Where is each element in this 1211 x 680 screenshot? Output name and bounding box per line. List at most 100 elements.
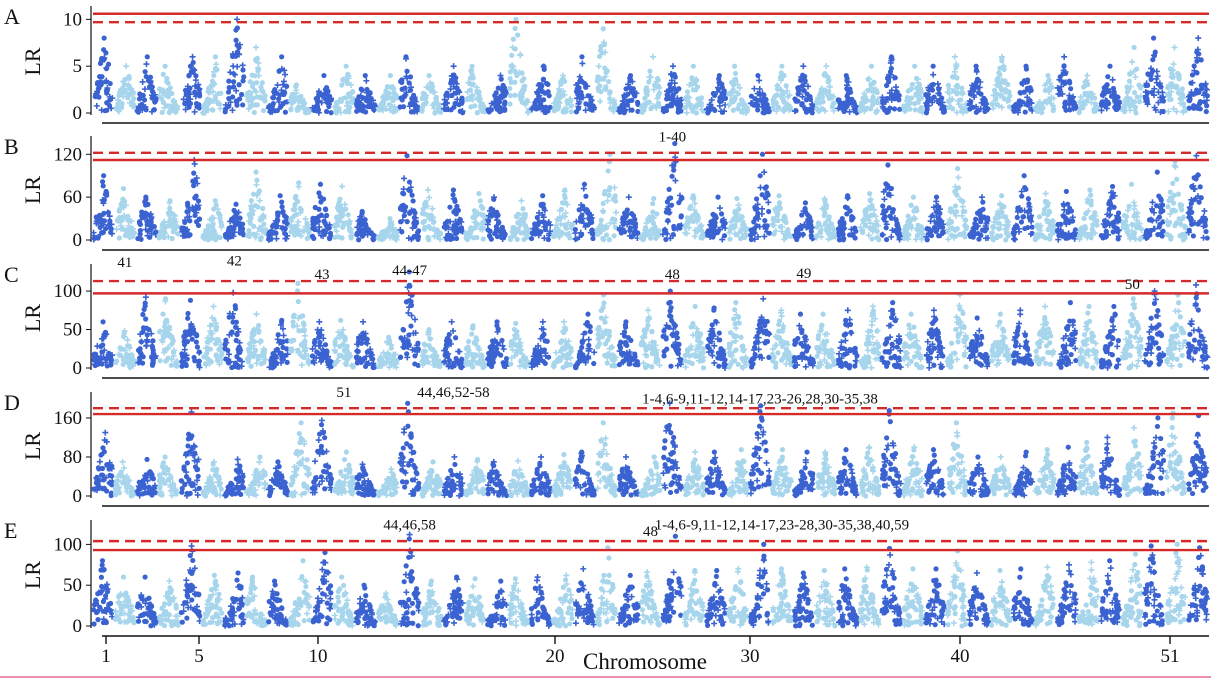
point-dot: [777, 205, 783, 212]
point-dot: [648, 106, 654, 112]
point-dot: [804, 212, 811, 218]
point-dot: [167, 205, 173, 211]
point-dot: [962, 208, 968, 215]
point-dot: [167, 216, 173, 222]
point-dot: [1179, 207, 1185, 213]
point-dot: [1109, 183, 1116, 190]
point-dot: [1149, 89, 1155, 95]
point-plus: [192, 77, 199, 84]
chromosome-24-points: [594, 26, 619, 115]
point-plus: [129, 103, 136, 110]
point-plus: [456, 89, 463, 96]
point-plus: [235, 50, 242, 57]
point-plus: [757, 184, 764, 191]
point-dot: [282, 109, 289, 115]
point-dot: [1164, 231, 1170, 238]
point-plus: [187, 96, 194, 103]
point-plus: [143, 342, 150, 349]
point-dot: [519, 70, 525, 76]
point-dot: [972, 231, 978, 237]
panel-letter: C: [4, 262, 19, 287]
point-dot: [402, 85, 408, 91]
point-dot: [762, 217, 768, 224]
point-dot: [1001, 64, 1007, 70]
point-dot: [888, 215, 895, 221]
y-tick-label: 5: [73, 56, 83, 77]
point-plus: [582, 107, 589, 114]
point-dot: [742, 232, 748, 238]
point-dot: [894, 222, 900, 228]
point-plus: [1129, 58, 1136, 65]
point-dot: [420, 206, 426, 212]
point-dot: [1111, 223, 1117, 230]
point-dot: [651, 195, 657, 202]
point-dot: [226, 95, 232, 102]
point-plus: [230, 70, 237, 77]
point-dot: [259, 80, 265, 86]
point-dot: [904, 97, 910, 104]
chromosome-37-points: [879, 54, 903, 116]
point-dot: [262, 93, 268, 99]
point-dot: [1168, 96, 1174, 102]
point-dot: [945, 221, 951, 227]
point-plus: [625, 194, 632, 201]
point-dot: [459, 226, 465, 232]
point-dot: [783, 83, 789, 89]
chromosome-29-points: [703, 72, 729, 116]
point-plus: [716, 102, 723, 109]
point-plus: [955, 174, 962, 181]
point-dot: [372, 103, 378, 109]
point-plus: [1195, 35, 1202, 42]
point-dot: [217, 234, 223, 241]
point-dot: [621, 110, 627, 116]
point-dot: [222, 106, 229, 112]
point-dot: [350, 89, 356, 95]
point-dot: [103, 188, 109, 195]
point-dot: [1083, 210, 1089, 217]
point-dot: [590, 235, 596, 242]
point-plus: [469, 96, 476, 103]
point-dot: [808, 233, 814, 239]
point-dot: [120, 361, 126, 368]
chromosome-11-points: [309, 72, 335, 116]
point-dot: [907, 218, 913, 224]
point-dot: [579, 79, 585, 85]
point-dot: [646, 79, 652, 85]
point-dot: [171, 228, 177, 234]
point-dot: [598, 217, 604, 223]
point-dot: [510, 225, 516, 231]
point-dot: [1131, 90, 1138, 96]
point-dot: [908, 223, 914, 229]
point-dot: [507, 101, 513, 107]
chromosome-21-points: [528, 193, 554, 243]
point-dot: [1076, 109, 1082, 116]
point-dot: [217, 212, 223, 218]
point-dot: [852, 225, 858, 231]
point-plus: [229, 107, 236, 114]
point-dot: [151, 107, 157, 113]
chromosome-27-points: [659, 140, 685, 243]
point-dot: [860, 229, 866, 236]
chromosome-1-points: [92, 35, 116, 114]
point-dot: [310, 222, 316, 228]
y-tick-label: 100: [54, 281, 83, 302]
point-plus: [751, 85, 758, 92]
chromosome-38-points: [901, 63, 926, 116]
point-dot: [1165, 204, 1171, 210]
point-dot: [1056, 232, 1062, 239]
point-dot: [869, 236, 875, 242]
point-dot: [656, 83, 662, 89]
point-dot: [563, 108, 569, 115]
point-plus: [189, 53, 196, 60]
point-dot: [244, 233, 251, 239]
point-dot: [522, 100, 528, 106]
point-dot: [315, 98, 321, 104]
point-plus: [205, 107, 212, 114]
chromosome-44-points: [1032, 72, 1057, 116]
point-dot: [291, 91, 297, 98]
point-dot: [188, 68, 195, 75]
point-plus: [391, 103, 398, 110]
point-dot: [240, 102, 246, 108]
